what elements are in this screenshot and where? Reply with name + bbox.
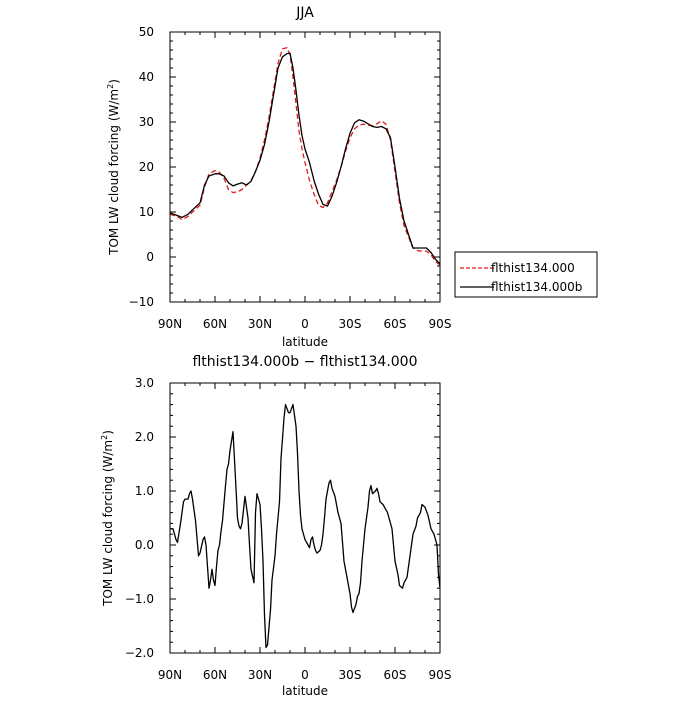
panel-bottom: flthist134.000b − flthist134.000 90N 60N 3…	[100, 354, 451, 698]
panel-top-xtick-label: 60S	[384, 317, 407, 331]
panel-top-xtick-label: 90S	[429, 317, 452, 331]
panel-bottom-ytick-label: −2.0	[125, 646, 154, 660]
panel-top-ytick-label: 50	[139, 25, 154, 39]
panel-top-xtick-label: 0	[301, 317, 309, 331]
panel-top-ytick-label: 20	[139, 160, 154, 174]
panel-bottom-xtick-label: 90S	[429, 668, 452, 682]
panel-top-xtick-label: 60N	[203, 317, 227, 331]
panel-top-ytick-label: 30	[139, 115, 154, 129]
panel-bottom-xtick-label: 0	[301, 668, 309, 682]
panel-top-xtick-label: 30S	[339, 317, 362, 331]
panel-bottom-title: flthist134.000b − flthist134.000	[192, 354, 417, 370]
panel-bottom-ytick-label: 2.0	[135, 430, 154, 444]
legend: flthist134.000 flthist134.000b	[454, 251, 598, 298]
legend-label-flthist134-000: flthist134.000	[491, 261, 575, 275]
panel-bottom-ytick-label: −1.0	[125, 592, 154, 606]
panel-top-xtick-label: 90N	[158, 317, 182, 331]
panel-top-title: JJA	[295, 5, 314, 21]
panel-top-ytick-label: 10	[139, 205, 154, 219]
panel-top-frame	[169, 31, 441, 303]
panel-bottom-ytick-label: 3.0	[135, 376, 154, 390]
panel-top-xlabel: latitude	[282, 335, 328, 349]
panel-top-ytick-label: 40	[139, 70, 154, 84]
panel-bottom-ytick-label: 1.0	[135, 484, 154, 498]
panel-top-ylabel: TOM LW cloud forcing (W/m2)	[106, 79, 121, 256]
panel-top-series-line-0	[169, 47, 441, 266]
panel-bottom-xtick-label: 60N	[203, 668, 227, 682]
panel-top-ytick-label: 0	[146, 250, 154, 264]
panel-bottom-xtick-label: 60S	[384, 668, 407, 682]
panel-top: JJA 90N 60N 30N 0 30S 60S 90S −10 0 10 20 30 40 50 l…	[106, 5, 598, 349]
panel-bottom-series-line-0	[170, 403, 441, 649]
panel-bottom-xlabel: latitude	[282, 684, 328, 698]
panel-top-series-line-1	[169, 52, 441, 265]
panel-bottom-frame	[169, 382, 441, 654]
panel-bottom-ytick-label: 0.0	[135, 538, 154, 552]
panel-bottom-xtick-label: 90N	[158, 668, 182, 682]
panel-top-xtick-label: 30N	[248, 317, 272, 331]
legend-label-flthist134-000b: flthist134.000b	[491, 280, 582, 294]
panel-bottom-xtick-label: 30S	[339, 668, 362, 682]
panel-bottom-xtick-label: 30N	[248, 668, 272, 682]
panel-top-ytick-label: −10	[129, 295, 154, 309]
legend-box	[454, 251, 598, 298]
panel-bottom-ylabel: TOM LW cloud forcing (W/m2)	[100, 430, 115, 607]
